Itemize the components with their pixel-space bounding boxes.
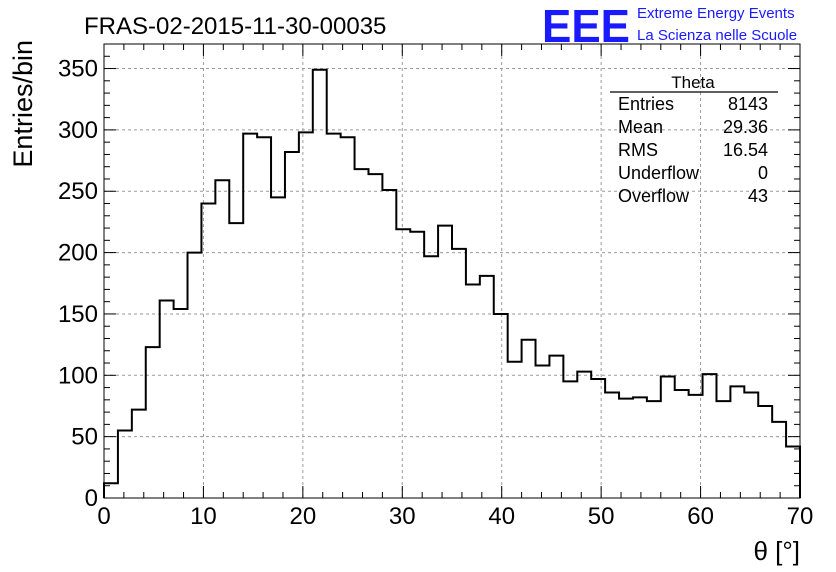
- stats-row-label: Underflow: [618, 163, 700, 183]
- x-axis-label: θ [°]: [753, 536, 800, 566]
- y-tick-label: 350: [58, 56, 98, 83]
- y-tick-label: 150: [58, 301, 98, 328]
- y-tick-label: 50: [71, 424, 98, 451]
- logo-mark: EEE: [542, 0, 630, 52]
- y-tick-label: 100: [58, 362, 98, 389]
- stats-row-value: 8143: [728, 94, 768, 114]
- y-axis-label: Entries/bin: [8, 40, 38, 168]
- x-tick-label: 10: [190, 503, 217, 530]
- stats-row-value: 16.54: [723, 140, 768, 160]
- stats-row-label: Overflow: [618, 186, 690, 206]
- logo-line-2: La Scienza nelle Scuole: [637, 27, 797, 44]
- plot-frame: [103, 43, 801, 499]
- x-tick-label: 30: [389, 503, 416, 530]
- eee-logo: EEE Extreme Energy Events La Scienza nel…: [542, 0, 797, 52]
- logo-line-1: Extreme Energy Events: [637, 5, 795, 22]
- x-tick-label: 40: [488, 503, 515, 530]
- x-tick-label: 0: [97, 503, 110, 530]
- chart-title: FRAS-02-2015-11-30-00035: [84, 13, 386, 40]
- stats-row-label: RMS: [618, 140, 658, 160]
- stats-row-label: Entries: [618, 94, 674, 114]
- x-tick-label: 60: [687, 503, 714, 530]
- y-tick-label: 250: [58, 178, 98, 205]
- stats-row-label: Mean: [618, 117, 663, 137]
- y-tick-label: 300: [58, 117, 98, 144]
- stats-box: Theta Entries 8143 Mean 29.36 RMS 16.54 Underf…: [610, 73, 778, 206]
- stats-box-title: Theta: [671, 73, 715, 92]
- y-tick-label: 200: [58, 240, 98, 267]
- histogram-series: [103, 68, 801, 498]
- y-tick-label: 0: [85, 485, 98, 512]
- tick-labels: 0 10 20 30 40 50 60 70 0 50 100 150 200 250 300 350: [58, 56, 813, 530]
- x-tick-label: 20: [290, 503, 317, 530]
- stats-row-value: 43: [748, 186, 768, 206]
- axis-ticks: [103, 44, 801, 499]
- x-tick-label: 70: [787, 503, 814, 530]
- stats-row-value: 29.36: [723, 117, 768, 137]
- x-tick-label: 50: [588, 503, 615, 530]
- stats-row-value: 0: [758, 163, 768, 183]
- grid-lines: [104, 44, 800, 498]
